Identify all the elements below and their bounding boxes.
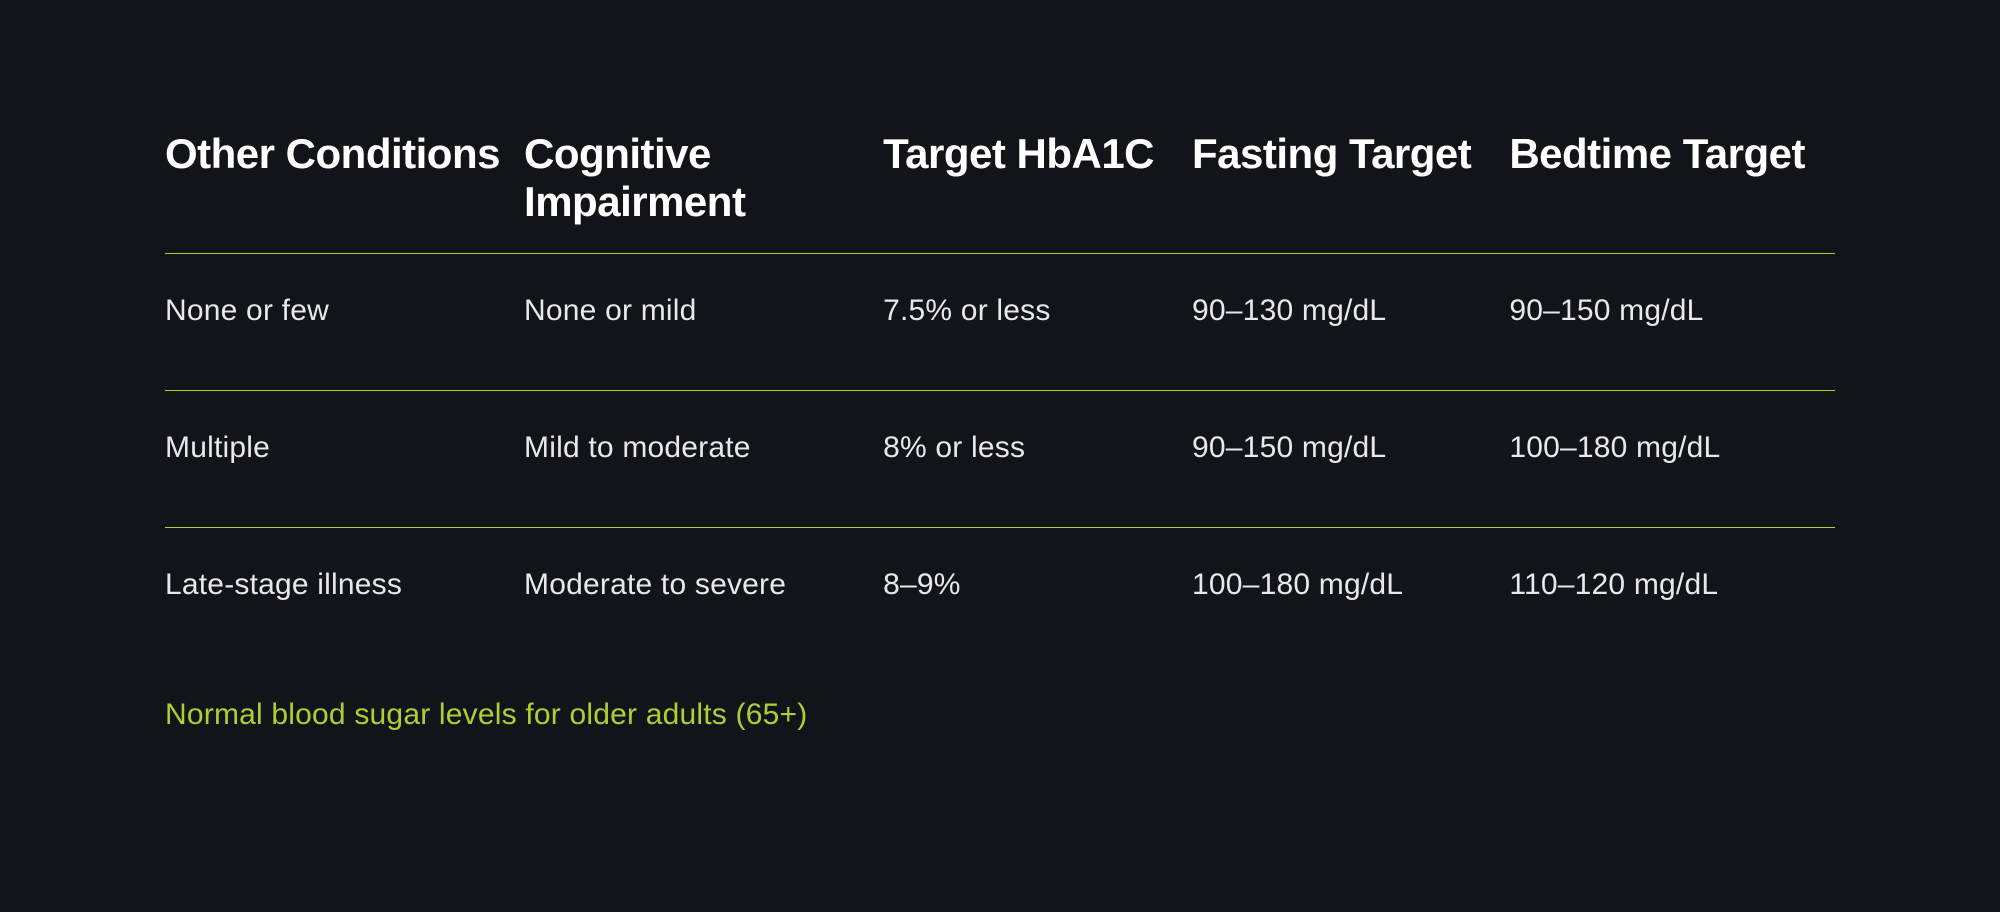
table-row: Multiple Mild to moderate 8% or less 90–… — [165, 390, 1835, 527]
cell: 8–9% — [883, 527, 1192, 642]
col-header: Bedtime Target — [1509, 130, 1835, 253]
cell: 110–120 mg/dL — [1509, 527, 1835, 642]
cell: 7.5% or less — [883, 253, 1192, 390]
cell: Late-stage illness — [165, 527, 524, 642]
cell: 100–180 mg/dL — [1509, 390, 1835, 527]
cell: 90–150 mg/dL — [1192, 390, 1509, 527]
col-header: Target HbA1C — [883, 130, 1192, 253]
cell: None or few — [165, 253, 524, 390]
table-row: None or few None or mild 7.5% or less 90… — [165, 253, 1835, 390]
col-header: Fasting Target — [1192, 130, 1509, 253]
cell: 90–130 mg/dL — [1192, 253, 1509, 390]
cell: 8% or less — [883, 390, 1192, 527]
cell: Mild to moderate — [524, 390, 883, 527]
cell: None or mild — [524, 253, 883, 390]
col-header: Other Conditions — [165, 130, 524, 253]
cell: 100–180 mg/dL — [1192, 527, 1509, 642]
table-caption: Normal blood sugar levels for older adul… — [165, 698, 1835, 732]
cell: Multiple — [165, 390, 524, 527]
table-row: Late-stage illness Moderate to severe 8–… — [165, 527, 1835, 642]
table-header-row: Other Conditions Cognitive Impairment Ta… — [165, 130, 1835, 253]
blood-sugar-table: Other Conditions Cognitive Impairment Ta… — [165, 130, 1835, 642]
col-header: Cognitive Impairment — [524, 130, 883, 253]
cell: Moderate to severe — [524, 527, 883, 642]
cell: 90–150 mg/dL — [1509, 253, 1835, 390]
